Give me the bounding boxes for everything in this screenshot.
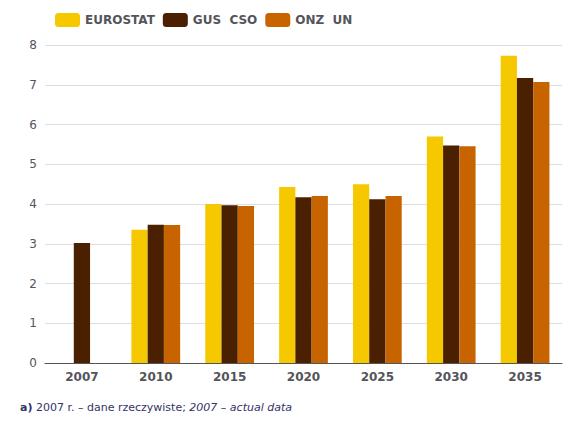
svg-text:8: 8 [29, 38, 37, 52]
svg-text:2035: 2035 [508, 370, 541, 384]
svg-text:2007 – actual data: 2007 – actual data [189, 401, 292, 414]
svg-text:6: 6 [29, 118, 37, 132]
svg-text:2025: 2025 [361, 370, 394, 384]
svg-text:2007: 2007 [65, 370, 98, 384]
svg-text:2007 r. – dane rzeczywiste;: 2007 r. – dane rzeczywiste; [36, 401, 186, 414]
svg-text:EUROSTAT: EUROSTAT [85, 13, 156, 27]
svg-text:2: 2 [29, 277, 37, 291]
svg-text:1: 1 [29, 316, 37, 330]
svg-text:GUS CSO: GUS CSO [193, 13, 257, 27]
svg-text:2030: 2030 [435, 370, 468, 384]
svg-text:ONZ UN: ONZ UN [295, 13, 352, 27]
svg-text:5: 5 [29, 157, 37, 171]
svg-text:a): a) [20, 401, 32, 414]
svg-text:2015: 2015 [213, 370, 246, 384]
svg-text:2020: 2020 [287, 370, 320, 384]
svg-text:7: 7 [29, 78, 37, 92]
svg-text:3: 3 [29, 237, 37, 251]
svg-text:4: 4 [29, 197, 37, 211]
svg-text:2010: 2010 [139, 370, 172, 384]
svg-text:0: 0 [29, 356, 37, 370]
